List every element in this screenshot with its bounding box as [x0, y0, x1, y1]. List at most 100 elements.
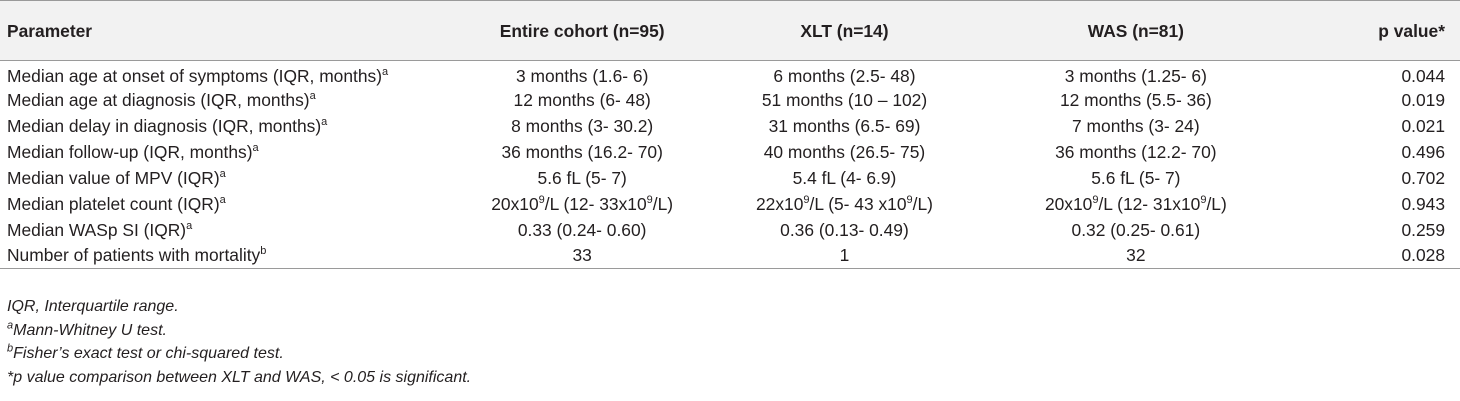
cell-entire-cohort: 5.6 fL (5- 7) [441, 165, 723, 191]
p-value-text: 0.021 [1401, 115, 1445, 136]
cell-value-pre: 3 months (1.6- 6) [515, 65, 649, 86]
footnote-mark: a [252, 141, 259, 154]
cell-value-post: /L) [912, 193, 933, 214]
cell-value-pre: 3 months (1.25- 6) [1064, 65, 1207, 86]
parameter-text: Median platelet count (IQR) [7, 193, 220, 214]
cell-was: 20x109/L (12- 31x109/L) [966, 191, 1306, 217]
cell-p-value: 0.702 [1306, 165, 1460, 191]
table-row: Median WASp SI (IQR)a 0.33 (0.24- 0.60) 0.… [0, 217, 1460, 243]
cell-parameter: Median age at onset of symptoms (IQR, mo… [0, 61, 441, 87]
cell-value-pre: 0.32 (0.25- 0.61) [1071, 219, 1201, 240]
cell-value-pre: 0.36 (0.13- 0.49) [780, 219, 909, 240]
cell-value-mid: /L (12- 33x10 [544, 193, 647, 214]
cell-value-pre: 5.6 fL (5- 7) [1091, 167, 1181, 188]
cell-value-pre: 36 months (16.2- 70) [501, 141, 663, 162]
footnote-text: *p value comparison between XLT and WAS,… [7, 368, 472, 386]
cell-parameter: Median age at diagnosis (IQR, months)a [0, 87, 441, 113]
footnote-text: Mann-Whitney U test. [13, 321, 167, 339]
cell-value-pre: 20x10 [491, 193, 539, 214]
cell-entire-cohort: 3 months (1.6- 6) [441, 61, 723, 87]
cell-value-pre: 5.4 fL (4- 6.9) [792, 167, 897, 188]
cell-value-pre: 12 months (5.5- 36) [1059, 89, 1212, 110]
results-table: Parameter Entire cohort (n=95) XLT (n=14… [0, 0, 1460, 269]
cell-was: 12 months (5.5- 36) [966, 87, 1306, 113]
p-value-text: 0.702 [1401, 167, 1445, 188]
cell-p-value: 0.943 [1306, 191, 1460, 217]
cell-value-sup2: 9 [906, 193, 913, 206]
footnote-mark: a [382, 65, 389, 78]
cell-p-value: 0.019 [1306, 87, 1460, 113]
cell-was: 3 months (1.25- 6) [966, 61, 1306, 87]
cell-entire-cohort: 33 [441, 242, 724, 269]
cell-entire-cohort: 20x109/L (12- 33x109/L) [441, 191, 723, 217]
cell-xlt: 6 months (2.5- 48) [723, 61, 966, 87]
cell-parameter: Median follow-up (IQR, months)a [0, 139, 441, 165]
cell-p-value: 0.021 [1306, 113, 1460, 139]
cell-value-pre: 12 months (6- 48) [513, 89, 651, 110]
table-row: Median value of MPV (IQR)a 5.6 fL (5- 7) 5… [0, 165, 1460, 191]
footnote-mark: a [7, 319, 14, 332]
parameter-text: Median WASp SI (IQR) [7, 219, 187, 240]
p-value-text: 0.496 [1401, 141, 1445, 162]
cell-entire-cohort: 8 months (3- 30.2) [441, 113, 723, 139]
cell-p-value: 0.044 [1306, 61, 1460, 87]
footnote: *p value comparison between XLT and WAS,… [7, 366, 471, 390]
footnote: bFisher’s exact test or chi-squared test… [7, 342, 471, 366]
table-footnotes: IQR, Interquartile range. aMann-Whitney U… [7, 295, 471, 389]
header-xlt: XLT (n=14) [723, 0, 966, 61]
parameter-text: Median age at onset of symptoms (IQR, mo… [7, 65, 383, 86]
cell-value-pre: 8 months (3- 30.2) [511, 115, 654, 136]
cell-value-post: /L) [652, 193, 674, 214]
p-value-text: 0.259 [1401, 219, 1445, 240]
cell-xlt: 31 months (6.5- 69) [723, 113, 966, 139]
p-value-text: 0.028 [1401, 245, 1445, 266]
parameter-text: Median value of MPV (IQR) [7, 167, 220, 188]
footnote-mark: a [309, 89, 316, 102]
table-row: Median age at diagnosis (IQR, months)a 12… [0, 87, 1460, 113]
cell-p-value: 0.028 [1305, 242, 1460, 269]
cell-parameter: Median value of MPV (IQR)a [0, 165, 441, 191]
cell-value-pre: 40 months (26.5- 75) [763, 141, 926, 162]
cell-entire-cohort: 0.33 (0.24- 0.60) [441, 217, 723, 243]
parameter-text: Median delay in diagnosis (IQR, months) [7, 115, 322, 136]
cell-was: 32 [965, 242, 1306, 269]
table-row: Median follow-up (IQR, months)a 36 months… [0, 139, 1460, 165]
parameter-text: Number of patients with mortality [7, 245, 261, 266]
footnote: aMann-Whitney U test. [7, 319, 471, 343]
cell-parameter: Median WASp SI (IQR)a [0, 217, 441, 243]
p-value-text: 0.044 [1401, 65, 1445, 86]
cell-value-sup1: 9 [803, 193, 810, 206]
parameter-text: Median follow-up (IQR, months) [7, 141, 253, 162]
p-value-text: 0.943 [1401, 193, 1445, 214]
footnote-mark: a [186, 219, 193, 232]
cell-entire-cohort: 12 months (6- 48) [441, 87, 723, 113]
table-header-row: Parameter Entire cohort (n=95) XLT (n=14… [0, 0, 1460, 61]
header-p-value: p value* [1305, 0, 1460, 61]
p-value-text: 0.019 [1401, 89, 1445, 110]
cell-value-pre: 5.6 fL (5- 7) [537, 167, 627, 188]
cell-parameter: Number of patients with mortalityb [0, 242, 442, 269]
cell-was: 5.6 fL (5- 7) [966, 165, 1306, 191]
cell-value-pre: 51 months (10 – 102) [761, 89, 928, 110]
footnote-text: IQR, Interquartile range. [7, 298, 179, 315]
cell-value-sup2: 9 [1200, 193, 1207, 206]
footnote-mark: b [7, 342, 14, 355]
cell-value-sup1: 9 [1092, 193, 1099, 206]
cell-was: 7 months (3- 24) [966, 113, 1306, 139]
cell-value-pre: 33 [572, 245, 592, 266]
cell-p-value: 0.496 [1306, 139, 1460, 165]
table-row: Median delay in diagnosis (IQR, months)a… [0, 113, 1460, 139]
cell-parameter: Median delay in diagnosis (IQR, months)a [0, 113, 441, 139]
cell-value-mid: /L (5- 43 x10 [809, 193, 907, 214]
footnote-mark: a [321, 115, 328, 128]
cell-value-pre: 0.33 (0.24- 0.60) [517, 219, 647, 240]
cell-was: 0.32 (0.25- 0.61) [966, 217, 1306, 243]
cell-value-sup1: 9 [538, 193, 545, 206]
parameter-text: Median age at diagnosis (IQR, months) [7, 89, 310, 110]
cell-xlt: 5.4 fL (4- 6.9) [723, 165, 966, 191]
cell-xlt: 22x109/L (5- 43 x109/L) [723, 191, 966, 217]
cell-parameter: Median platelet count (IQR)a [0, 191, 441, 217]
footnote-mark: b [260, 245, 267, 258]
table-row: Number of patients with mortalityb 33 1 32 0… [0, 242, 1460, 269]
